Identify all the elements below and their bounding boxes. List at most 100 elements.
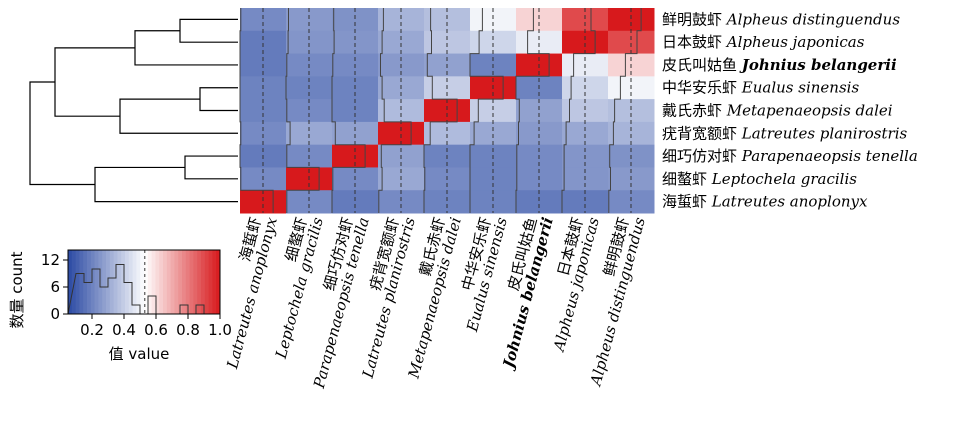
key-swatch	[216, 250, 221, 314]
key-swatch	[113, 250, 118, 314]
key-xlabel: 值 value	[109, 345, 170, 363]
heatmap-cell	[470, 8, 517, 32]
key-swatch	[208, 250, 213, 314]
key-swatch	[117, 250, 122, 314]
key-swatch	[109, 250, 114, 314]
dendrogram-branch	[184, 155, 238, 180]
dendrogram-branch	[119, 98, 238, 134]
heatmap-cell	[424, 99, 471, 123]
row-label: 鲜明鼓虾 Alpheus distinguendus	[662, 10, 900, 28]
key-swatch	[182, 250, 187, 314]
heatmap-cell	[516, 8, 563, 32]
heatmap-cell	[608, 99, 655, 123]
row-dendrogram	[29, 18, 238, 203]
key-swatch	[68, 250, 73, 314]
trace-line	[469, 8, 504, 213]
heatmap-cell	[378, 121, 425, 146]
heatmap-cell	[608, 121, 655, 146]
heatmap-cell	[562, 99, 609, 123]
trace-line	[239, 8, 274, 213]
heatmap-cell	[286, 99, 333, 123]
heatmap-cell	[332, 30, 379, 55]
key-ylabel: 数量 count	[8, 251, 26, 328]
key-swatch	[136, 250, 141, 314]
row-label: 海蜇虾 Latreutes anoplonyx	[662, 193, 868, 211]
heatmap-cell	[286, 8, 333, 32]
trace-line	[285, 8, 320, 213]
key-swatch	[140, 250, 145, 314]
key-swatch	[94, 250, 99, 314]
key-swatch	[212, 250, 217, 314]
key-swatch	[189, 250, 194, 314]
row-label: 细螯虾 Leptochela gracilis	[662, 170, 857, 188]
heatmap-cell	[424, 8, 471, 32]
key-swatch	[170, 250, 175, 314]
trace-lines	[239, 8, 642, 213]
key-ytick-label: 6	[50, 278, 60, 296]
key-swatch	[197, 250, 202, 314]
key-swatch	[75, 250, 80, 314]
key-ytick-label: 12	[41, 251, 60, 269]
trace-line	[378, 8, 412, 213]
heatmap-cell	[562, 8, 609, 32]
row-label: 戴氏赤虾 Metapenaeopsis dalei	[662, 102, 893, 120]
key-swatch	[102, 250, 107, 314]
key-swatch	[151, 250, 156, 314]
key-swatch	[174, 250, 179, 314]
key-swatch	[147, 250, 152, 314]
trace-line	[561, 8, 596, 213]
heatmap-cell	[424, 121, 471, 146]
heatmap-cell	[608, 30, 655, 55]
dendrogram-branch	[94, 166, 238, 203]
key-swatch	[193, 250, 198, 314]
heatmap-cells	[240, 8, 655, 214]
trace-line	[515, 8, 550, 213]
heatmap-cell	[240, 8, 287, 32]
heatmap-cell	[332, 121, 379, 146]
heatmap-cell	[424, 190, 471, 214]
heatmap-cell	[332, 8, 379, 32]
key-swatch	[201, 250, 206, 314]
heatmap-cell	[516, 190, 563, 214]
row-label: 中华安乐虾 Eualus sinensis	[662, 79, 859, 97]
dendrogram-branch	[179, 18, 238, 43]
key-ytick-label: 0	[50, 305, 60, 323]
heatmap-cell	[332, 190, 379, 214]
row-label: 细巧仿对虾 Parapenaeopsis tenella	[662, 147, 918, 165]
key-swatch	[155, 250, 160, 314]
key-xtick-label: 0.2	[80, 321, 104, 339]
key-swatch	[121, 250, 126, 314]
heatmap-cell	[240, 99, 287, 123]
row-label: 日本鼓虾 Alpheus japonicas	[662, 33, 865, 51]
key-swatch	[163, 250, 168, 314]
key-swatch	[204, 250, 209, 314]
key-xtick-label: 0.4	[112, 321, 136, 339]
key-swatch	[132, 250, 137, 314]
heatmap-cell	[240, 30, 287, 55]
key-swatch	[144, 250, 149, 314]
heatmap-cell	[470, 121, 517, 146]
heatmap-cell	[332, 99, 379, 123]
color-key: 0 6 12 0.2 0.4 0.6 0.8 1.0 值 value 数量 count	[8, 249, 232, 363]
dendrogram-branch	[29, 81, 95, 186]
heatmap-cell	[562, 121, 609, 146]
key-swatch	[90, 250, 95, 314]
heatmap-cell	[286, 30, 333, 55]
heatmap-cell	[470, 30, 517, 55]
dendrogram-branch	[199, 87, 238, 112]
trace-line	[608, 8, 642, 213]
heatmap-cell	[562, 30, 609, 55]
heatmap-cell	[378, 190, 425, 214]
key-swatch	[79, 250, 84, 314]
heatmap-cell	[286, 190, 333, 214]
row-label: 皮氏叫姑鱼 Johnius belangerii	[662, 56, 897, 74]
key-xtick-label: 1.0	[208, 321, 232, 339]
key-swatch	[178, 250, 183, 314]
heatmap-cell	[378, 99, 425, 123]
heatmap-cell	[378, 8, 425, 32]
heatmap-cell	[562, 190, 609, 214]
dendrogram-branch	[134, 30, 238, 66]
heatmap-cell	[424, 30, 471, 55]
